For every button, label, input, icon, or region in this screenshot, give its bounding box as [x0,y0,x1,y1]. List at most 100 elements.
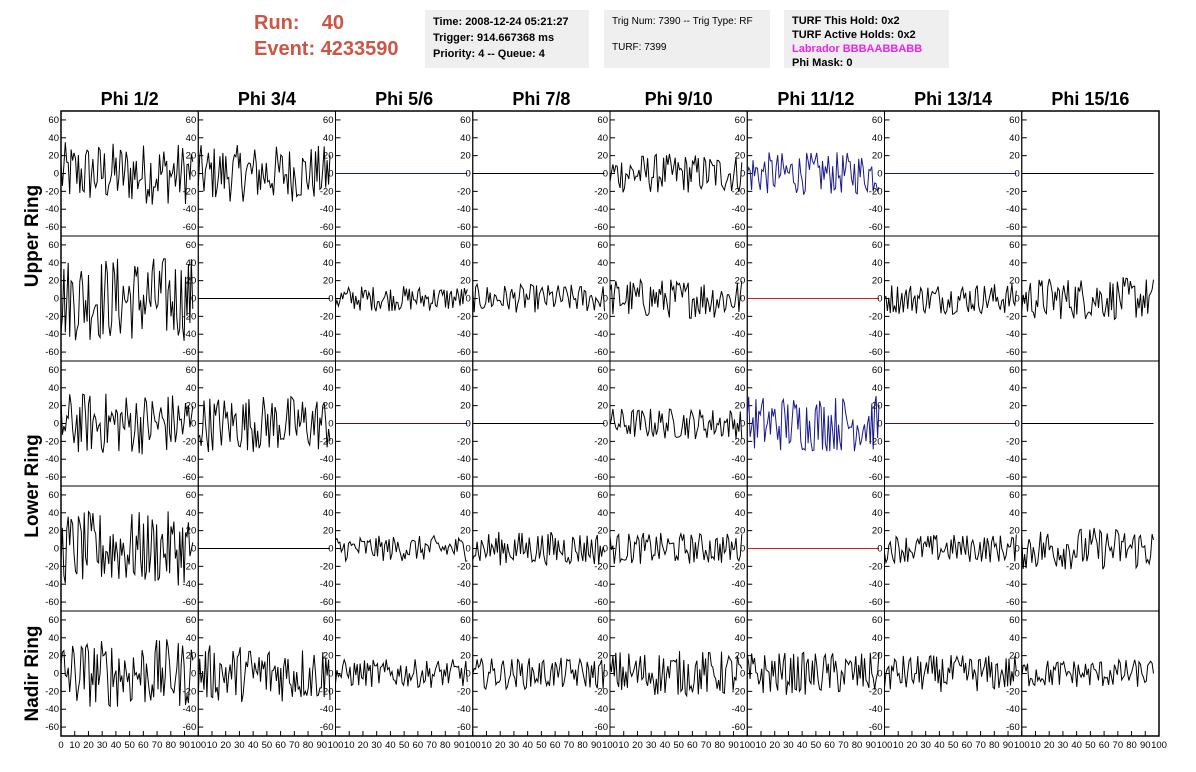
x-tick-label: 70 [1113,740,1124,751]
x-tick-label: 20 [632,740,643,751]
y-tick-label: 20 [460,151,471,162]
y-tick-label: 60 [597,115,608,126]
y-tick-label: 0 [54,669,59,680]
x-tick-label: 90 [1003,740,1014,751]
x-tick-label: 70 [426,740,437,751]
y-tick-label: 0 [465,544,470,555]
waveform-trace [60,258,194,341]
y-tick-label: -40 [594,454,608,465]
y-tick-label: 20 [872,651,883,662]
y-tick-label: -40 [1006,704,1020,715]
x-tick-label: 60 [824,740,835,751]
y-tick-label: -20 [732,436,746,447]
x-tick-label: 20 [1044,740,1055,751]
y-tick-label: 40 [735,258,746,269]
y-tick-label: 20 [323,276,334,287]
y-tick-label: 40 [323,508,334,519]
plot-cell [884,235,1023,362]
x-tick-label: 20 [769,740,780,751]
x-tick-label: 30 [783,740,794,751]
y-tick-label: -40 [732,579,746,590]
y-tick-label: 20 [1009,151,1020,162]
priority-text: Priority: 4 -- Queue: 4 [433,48,545,60]
y-tick-label: -60 [457,222,471,233]
y-tick-label: 20 [597,276,608,287]
x-tick-label: 0 [58,740,63,751]
x-tick-label: 40 [660,740,671,751]
waveform-trace [609,651,743,698]
waveform-trace [1021,527,1154,570]
y-tick-label: 20 [735,151,746,162]
run-value: 40 [321,12,345,34]
y-tick-label: 20 [48,151,59,162]
y-tick-label: 60 [323,115,334,126]
y-tick-label: 0 [1014,169,1019,180]
y-tick-label: 20 [323,526,334,537]
y-tick-label: -40 [457,329,471,340]
x-tick-label: 10 [69,740,80,751]
y-tick-label: 0 [465,669,470,680]
y-tick-label: 40 [597,633,608,644]
y-tick-label: -60 [869,472,883,483]
y-tick-label: 0 [54,419,59,430]
y-tick-label: 60 [872,615,883,626]
plot-cell [609,110,748,237]
y-tick-label: -20 [320,561,334,572]
y-tick-label: 20 [323,151,334,162]
y-tick-label: 0 [740,294,745,305]
turf-info-panel: TURF This Hold: 0x2 TURF Active Holds: 0… [784,10,949,69]
y-tick-label: 20 [48,651,59,662]
waveform-trace [609,531,743,564]
y-tick-label: -60 [1006,472,1020,483]
y-tick-label: 60 [323,615,334,626]
y-tick-label: 0 [603,169,608,180]
y-tick-label: 60 [597,365,608,376]
x-tick-label: 90 [316,740,327,751]
y-tick-label: -20 [457,561,471,572]
x-tick-label: 20 [83,740,94,751]
trigger-info-panel: Trig Num: 7390 -- Trig Type: RF TURF: 73… [604,10,770,68]
x-tick-label: 50 [536,740,547,751]
event-label: Event: [254,38,316,60]
trigger-text: Trigger: 914.667368 ms [433,32,555,44]
y-tick-label: 60 [735,240,746,251]
y-tick-label: 40 [597,508,608,519]
y-tick-label: 40 [323,133,334,144]
y-tick-label: 60 [460,115,471,126]
y-tick-label: 20 [48,276,59,287]
y-tick-label: -60 [183,597,197,608]
y-tick-label: -60 [45,722,59,733]
x-tick-label: 80 [989,740,1000,751]
y-tick-label: 40 [323,633,334,644]
turf-active-text: TURF Active Holds: 0x2 [792,29,916,41]
y-tick-label: -60 [183,222,197,233]
y-tick-label: 20 [735,526,746,537]
trig-num-text: Trig Num: 7390 -- Trig Type: RF [612,16,753,27]
x-tick-label: 40 [111,740,122,751]
y-tick-label: -40 [320,704,334,715]
y-tick-label: 60 [872,490,883,501]
y-tick-label: 60 [597,615,608,626]
y-tick-label: 40 [1009,383,1020,394]
x-tick-label: 100 [465,740,481,751]
y-tick-label: -60 [320,472,334,483]
y-tick-label: -20 [594,436,608,447]
waveform-trace [335,658,468,689]
y-tick-label: -20 [732,686,746,697]
waveform-trace [609,153,743,193]
waveform-trace [884,534,1017,565]
y-tick-label: 20 [186,401,197,412]
y-tick-label: -60 [732,472,746,483]
x-tick-label: 40 [385,740,396,751]
waveform-trace [472,531,605,566]
y-tick-label: -60 [732,222,746,233]
y-tick-label: 20 [48,401,59,412]
y-tick-label: 40 [48,633,59,644]
x-tick-label: 70 [564,740,575,751]
y-tick-label: 0 [740,419,745,430]
y-tick-label: 0 [465,169,470,180]
row-title: Lower Ring [22,434,43,537]
x-tick-label: 40 [522,740,533,751]
y-tick-label: -40 [594,204,608,215]
